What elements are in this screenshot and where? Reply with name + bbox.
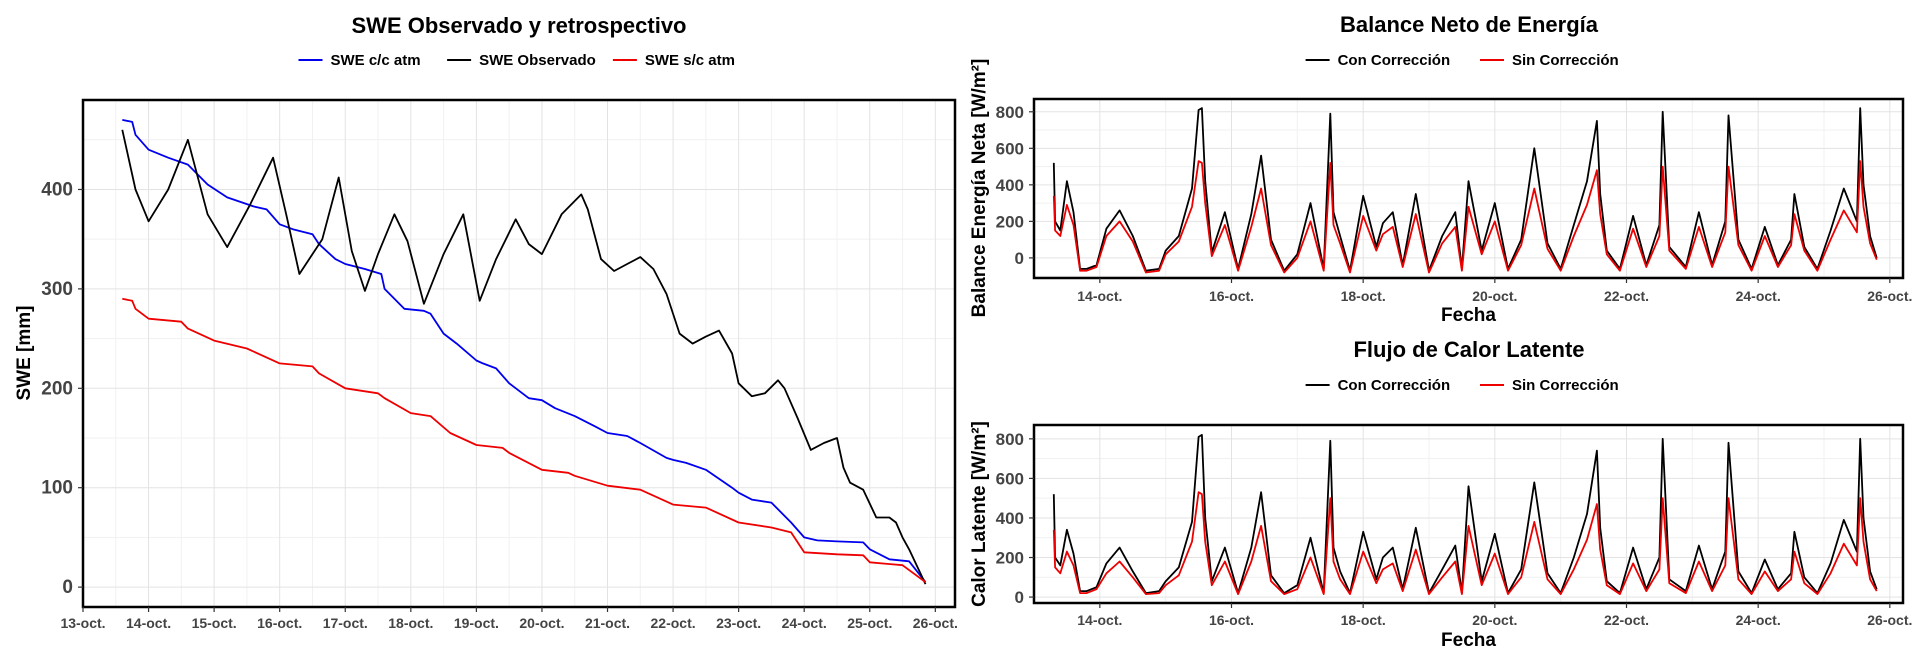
x-tick-label: 21-oct. — [585, 615, 630, 631]
x-tick-label: 15-oct. — [192, 615, 237, 631]
y-tick-label: 600 — [996, 139, 1024, 158]
y-tick-label: 400 — [996, 509, 1024, 528]
y-tick-label: 300 — [41, 279, 73, 300]
series-line-sin-correcci-n — [1052, 160, 1878, 274]
x-tick-label: 25-oct. — [847, 615, 892, 631]
x-tick-label: 26-oct. — [1867, 288, 1912, 304]
x-tick-label: 20-oct. — [519, 615, 564, 631]
y-tick-label: 600 — [996, 469, 1024, 488]
x-axis-label: Fecha — [1441, 305, 1496, 326]
series-line-sin-correcci-n — [1052, 491, 1878, 595]
x-tick-label: 22-oct. — [651, 615, 696, 631]
legend-entry: Sin Corrección — [1512, 52, 1619, 69]
y-tick-label: 100 — [41, 478, 73, 499]
series-group — [121, 119, 927, 585]
series-group — [1052, 107, 1878, 274]
x-tick-label: 20-oct. — [1472, 612, 1517, 628]
y-tick-label: 400 — [996, 176, 1024, 195]
x-tick-label: 22-oct. — [1604, 288, 1649, 304]
series-line-con-correcci-n — [1052, 433, 1878, 594]
chart-title: SWE Observado y retrospectivo — [352, 13, 687, 38]
legend-entry: SWE Observado — [479, 52, 596, 69]
x-tick-label: 16-oct. — [257, 615, 302, 631]
x-tick-label: 14-oct. — [126, 615, 171, 631]
chart-title: Balance Neto de Energía — [1340, 12, 1599, 37]
chart-panel-3: Flujo de Calor Latente Con Corrección Sin … — [969, 337, 1912, 651]
x-tick-label: 23-oct. — [716, 615, 761, 631]
legend: Con Corrección Sin Corrección — [1305, 377, 1619, 394]
plot-frame — [1032, 423, 1905, 605]
legend-entry: Con Corrección — [1338, 52, 1451, 69]
y-tick-label: 200 — [996, 549, 1024, 568]
legend-entry: SWE s/c atm — [645, 52, 735, 69]
x-tick-label: 18-oct. — [1341, 612, 1386, 628]
series-line-con-correcci-n — [1052, 107, 1878, 272]
x-tick-label: 20-oct. — [1472, 288, 1517, 304]
y-tick-label: 0 — [62, 577, 73, 598]
y-axis-label: SWE [mm] — [14, 306, 35, 401]
y-tick-label: 800 — [996, 430, 1024, 449]
series-line-swe-s-c-atm — [122, 297, 927, 583]
y-axis-label: Balance Energía Neta [W/m²] — [969, 59, 990, 318]
x-tick-label: 26-oct. — [1867, 612, 1912, 628]
chart-panel-1: SWE Observado y retrospectivo SWE c/c atm… — [14, 13, 958, 631]
legend-entry: Sin Corrección — [1512, 377, 1619, 394]
y-axis-label: Calor Latente [W/m²] — [969, 421, 990, 607]
x-axis-label: Fecha — [1441, 630, 1496, 651]
x-tick-label: 16-oct. — [1209, 288, 1254, 304]
x-tick-label: 17-oct. — [323, 615, 368, 631]
x-tick-label: 16-oct. — [1209, 612, 1254, 628]
chart-title: Flujo de Calor Latente — [1353, 337, 1584, 362]
x-tick-label: 14-oct. — [1077, 612, 1122, 628]
x-tick-label: 18-oct. — [1341, 288, 1386, 304]
legend: Con Corrección Sin Corrección — [1305, 52, 1619, 69]
plot-frame — [1032, 97, 1905, 280]
y-tick-label: 200 — [996, 212, 1024, 231]
x-tick-label: 18-oct. — [388, 615, 433, 631]
x-tick-label: 13-oct. — [60, 615, 105, 631]
series-line-swe-observado — [121, 129, 927, 585]
plot-frame — [81, 98, 957, 609]
x-tick-label: 19-oct. — [454, 615, 499, 631]
y-tick-label: 200 — [41, 378, 73, 399]
y-tick-label: 400 — [41, 179, 73, 200]
y-tick-label: 800 — [996, 103, 1024, 122]
series-line-swe-c-c-atm — [122, 119, 927, 583]
legend-entry: SWE c/c atm — [331, 52, 421, 69]
x-tick-label: 26-oct. — [913, 615, 958, 631]
y-tick-label: 0 — [1015, 249, 1024, 268]
legend-entry: Con Corrección — [1338, 377, 1451, 394]
x-tick-label: 14-oct. — [1077, 288, 1122, 304]
x-tick-label: 24-oct. — [1736, 612, 1781, 628]
x-tick-label: 22-oct. — [1604, 612, 1649, 628]
series-group — [1052, 433, 1878, 595]
chart-panel-2: Balance Neto de Energía Con Corrección Sin… — [969, 12, 1912, 326]
x-tick-label: 24-oct. — [782, 615, 827, 631]
x-tick-label: 24-oct. — [1736, 288, 1781, 304]
y-tick-label: 0 — [1015, 588, 1024, 607]
legend: SWE c/c atm SWE Observado SWE s/c atm — [298, 52, 735, 69]
grid — [82, 100, 955, 607]
